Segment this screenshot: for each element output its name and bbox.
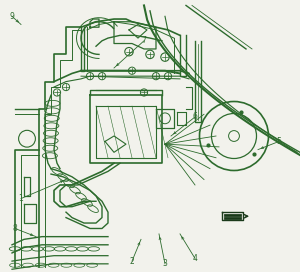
Text: 5: 5 [277, 137, 281, 146]
Text: 1: 1 [19, 194, 23, 203]
Text: 9: 9 [10, 12, 14, 21]
Text: 4: 4 [193, 254, 197, 263]
Text: 2: 2 [130, 256, 134, 266]
Text: 3: 3 [163, 259, 167, 268]
Text: 6: 6 [193, 112, 197, 122]
Text: 8: 8 [13, 224, 17, 233]
Text: 7: 7 [142, 36, 146, 45]
